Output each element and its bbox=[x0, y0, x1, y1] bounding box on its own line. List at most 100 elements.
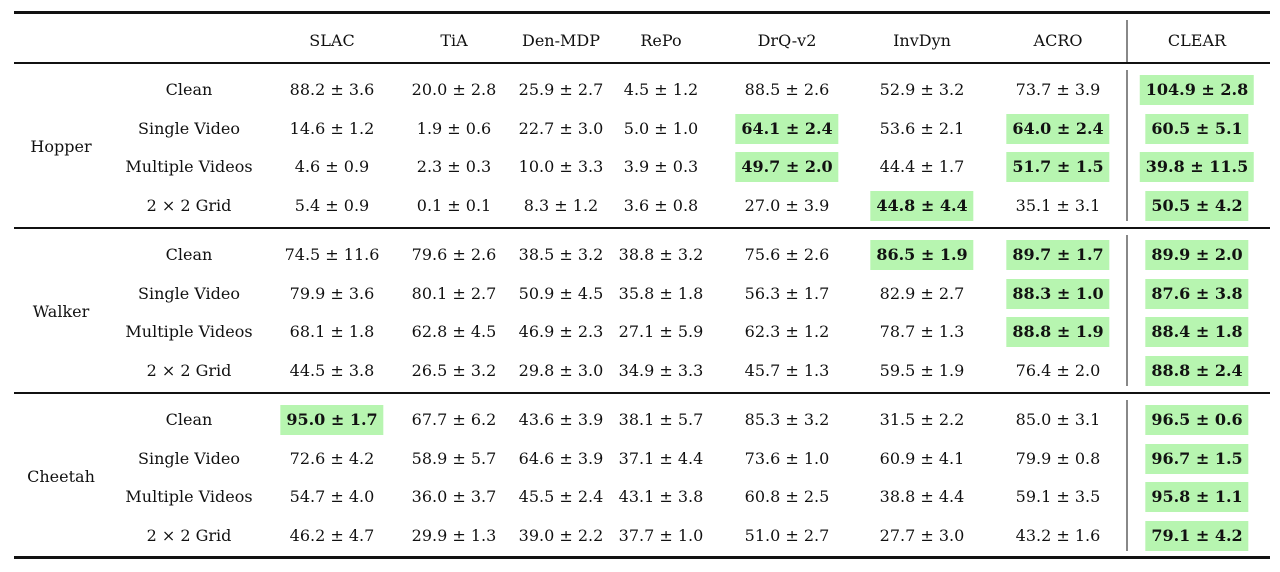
result-cell: 36.0 ± 3.7 bbox=[411, 487, 497, 507]
result-cell: 35.1 ± 3.1 bbox=[1015, 196, 1101, 215]
result-cell: 62.8 ± 4.5 bbox=[411, 322, 497, 342]
result-cell: 4.6 ± 0.9 bbox=[294, 157, 370, 177]
result-cell: 44.5 ± 3.8 bbox=[289, 361, 375, 380]
result-cell: 38.8 ± 4.4 bbox=[879, 487, 965, 507]
best-result-cell: 104.9 ± 2.8 bbox=[1139, 75, 1255, 105]
result-cell: 54.7 ± 4.0 bbox=[289, 487, 375, 507]
result-cell: 25.9 ± 2.7 bbox=[518, 80, 604, 99]
result-cell: 45.7 ± 1.3 bbox=[744, 361, 830, 380]
best-result-cell: 89.9 ± 2.0 bbox=[1145, 240, 1249, 270]
result-cell: 1.9 ± 0.6 bbox=[416, 118, 492, 138]
result-cell: 43.6 ± 3.9 bbox=[518, 410, 604, 429]
result-cell: 51.0 ± 2.7 bbox=[744, 526, 830, 545]
result-cell: 35.8 ± 1.8 bbox=[618, 283, 704, 303]
best-result-cell: 39.8 ± 11.5 bbox=[1139, 152, 1255, 183]
result-cell: 27.7 ± 3.0 bbox=[879, 526, 965, 545]
result-cell: 46.2 ± 4.7 bbox=[289, 526, 375, 545]
clear-separator bbox=[1126, 20, 1128, 62]
best-result-cell: 86.5 ± 1.9 bbox=[870, 240, 974, 270]
result-cell: 59.1 ± 3.5 bbox=[1015, 487, 1101, 507]
result-cell: 74.5 ± 11.6 bbox=[284, 245, 380, 264]
best-result-cell: 96.5 ± 0.6 bbox=[1145, 405, 1249, 435]
best-result-cell: 60.5 ± 5.1 bbox=[1145, 113, 1249, 144]
result-cell: 26.5 ± 3.2 bbox=[411, 361, 497, 380]
row-label: Single Video bbox=[137, 283, 241, 303]
result-cell: 38.8 ± 3.2 bbox=[618, 245, 704, 264]
result-cell: 37.1 ± 4.4 bbox=[618, 448, 704, 468]
result-cell: 78.7 ± 1.3 bbox=[879, 322, 965, 342]
best-result-cell: 49.7 ± 2.0 bbox=[735, 152, 839, 183]
result-cell: 76.4 ± 2.0 bbox=[1015, 361, 1101, 380]
result-cell: 38.5 ± 3.2 bbox=[518, 245, 604, 264]
best-result-cell: 88.4 ± 1.8 bbox=[1145, 317, 1249, 348]
result-cell: 44.4 ± 1.7 bbox=[879, 157, 965, 177]
result-cell: 58.9 ± 5.7 bbox=[411, 448, 497, 468]
column-header: InvDyn bbox=[893, 31, 951, 50]
column-header: ACRO bbox=[1033, 31, 1083, 50]
header-rule bbox=[14, 62, 1270, 64]
row-label: Multiple Videos bbox=[125, 322, 253, 342]
result-cell: 46.9 ± 2.3 bbox=[518, 322, 604, 342]
result-cell: 37.7 ± 1.0 bbox=[618, 526, 704, 545]
result-cell: 52.9 ± 3.2 bbox=[879, 80, 965, 99]
result-cell: 45.5 ± 2.4 bbox=[518, 487, 604, 507]
result-cell: 14.6 ± 1.2 bbox=[289, 118, 375, 138]
result-cell: 79.9 ± 0.8 bbox=[1015, 448, 1101, 468]
best-result-cell: 64.0 ± 2.4 bbox=[1006, 113, 1110, 144]
result-cell: 3.6 ± 0.8 bbox=[623, 196, 699, 215]
row-label: 2 × 2 Grid bbox=[146, 196, 232, 215]
row-label: Clean bbox=[165, 80, 213, 99]
result-cell: 29.9 ± 1.3 bbox=[411, 526, 497, 545]
result-cell: 2.3 ± 0.3 bbox=[416, 157, 492, 177]
result-cell: 38.1 ± 5.7 bbox=[618, 410, 704, 429]
best-result-cell: 88.8 ± 1.9 bbox=[1006, 317, 1110, 348]
column-header: Den-MDP bbox=[522, 31, 600, 50]
group-label: Cheetah bbox=[27, 467, 95, 486]
result-cell: 0.1 ± 0.1 bbox=[416, 196, 492, 215]
best-result-cell: 64.1 ± 2.4 bbox=[735, 113, 839, 144]
result-cell: 73.7 ± 3.9 bbox=[1015, 80, 1101, 99]
top-rule bbox=[14, 11, 1270, 14]
result-cell: 62.3 ± 1.2 bbox=[744, 322, 830, 342]
result-cell: 27.1 ± 5.9 bbox=[618, 322, 704, 342]
best-result-cell: 89.7 ± 1.7 bbox=[1006, 240, 1110, 270]
row-label: Clean bbox=[165, 410, 213, 429]
result-cell: 85.3 ± 3.2 bbox=[744, 410, 830, 429]
result-cell: 60.9 ± 4.1 bbox=[879, 448, 965, 468]
result-cell: 60.8 ± 2.5 bbox=[744, 487, 830, 507]
column-header: RePo bbox=[640, 31, 682, 50]
result-cell: 68.1 ± 1.8 bbox=[289, 322, 375, 342]
result-cell: 64.6 ± 3.9 bbox=[518, 448, 604, 468]
result-cell: 29.8 ± 3.0 bbox=[518, 361, 604, 380]
row-label: Multiple Videos bbox=[125, 157, 253, 177]
row-label: 2 × 2 Grid bbox=[146, 361, 232, 380]
row-label: Single Video bbox=[137, 448, 241, 468]
result-cell: 88.5 ± 2.6 bbox=[744, 80, 830, 99]
result-cell: 75.6 ± 2.6 bbox=[744, 245, 830, 264]
result-cell: 5.4 ± 0.9 bbox=[294, 196, 370, 215]
best-result-cell: 96.7 ± 1.5 bbox=[1145, 443, 1249, 474]
column-header: CLEAR bbox=[1167, 31, 1227, 50]
result-cell: 43.1 ± 3.8 bbox=[618, 487, 704, 507]
result-cell: 3.9 ± 0.3 bbox=[623, 157, 699, 177]
result-cell: 50.9 ± 4.5 bbox=[518, 283, 604, 303]
column-header: TiA bbox=[440, 31, 468, 50]
result-cell: 31.5 ± 2.2 bbox=[879, 410, 965, 429]
result-cell: 88.2 ± 3.6 bbox=[289, 80, 375, 99]
row-label: 2 × 2 Grid bbox=[146, 526, 232, 545]
best-result-cell: 51.7 ± 1.5 bbox=[1006, 152, 1110, 183]
result-cell: 22.7 ± 3.0 bbox=[518, 118, 604, 138]
result-cell: 5.0 ± 1.0 bbox=[623, 118, 699, 138]
clear-separator bbox=[1126, 235, 1128, 386]
result-cell: 20.0 ± 2.8 bbox=[411, 80, 497, 99]
best-result-cell: 44.8 ± 4.4 bbox=[870, 191, 974, 221]
best-result-cell: 79.1 ± 4.2 bbox=[1145, 521, 1249, 551]
best-result-cell: 50.5 ± 4.2 bbox=[1145, 191, 1249, 221]
best-result-cell: 95.8 ± 1.1 bbox=[1145, 482, 1249, 513]
result-cell: 53.6 ± 2.1 bbox=[879, 118, 965, 138]
row-label: Single Video bbox=[137, 118, 241, 138]
hopper-walker-rule bbox=[14, 227, 1270, 229]
result-cell: 79.9 ± 3.6 bbox=[289, 283, 375, 303]
result-cell: 43.2 ± 1.6 bbox=[1015, 526, 1101, 545]
clear-separator bbox=[1126, 70, 1128, 221]
